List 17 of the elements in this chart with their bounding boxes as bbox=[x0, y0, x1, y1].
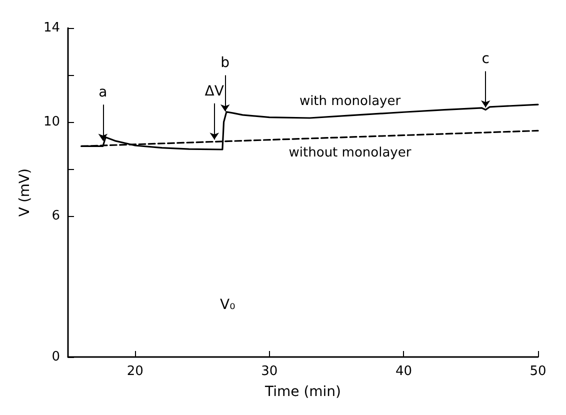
x-tick-label: 40 bbox=[395, 364, 412, 379]
x-axis-title: Time (min) bbox=[264, 384, 342, 400]
annotation: a bbox=[98, 84, 108, 101]
x-tick-label: 50 bbox=[530, 364, 546, 379]
y-tick-label: 14 bbox=[43, 20, 60, 36]
x-tick-label: 20 bbox=[126, 364, 144, 379]
annotation: b bbox=[220, 55, 230, 72]
series-label: without monolayer bbox=[288, 146, 412, 161]
y-tick-label: 10 bbox=[43, 114, 60, 130]
x-tick-label: 30 bbox=[261, 364, 278, 379]
annotation: c bbox=[482, 51, 490, 68]
y-tick-label: 0 bbox=[52, 350, 60, 364]
y-axis-title: V (mV) bbox=[17, 168, 33, 217]
annotation: ΔV bbox=[204, 83, 224, 100]
y-tick-label: 6 bbox=[52, 208, 60, 224]
series-label: with monolayer bbox=[299, 94, 402, 109]
annotation: V₀ bbox=[220, 297, 236, 313]
